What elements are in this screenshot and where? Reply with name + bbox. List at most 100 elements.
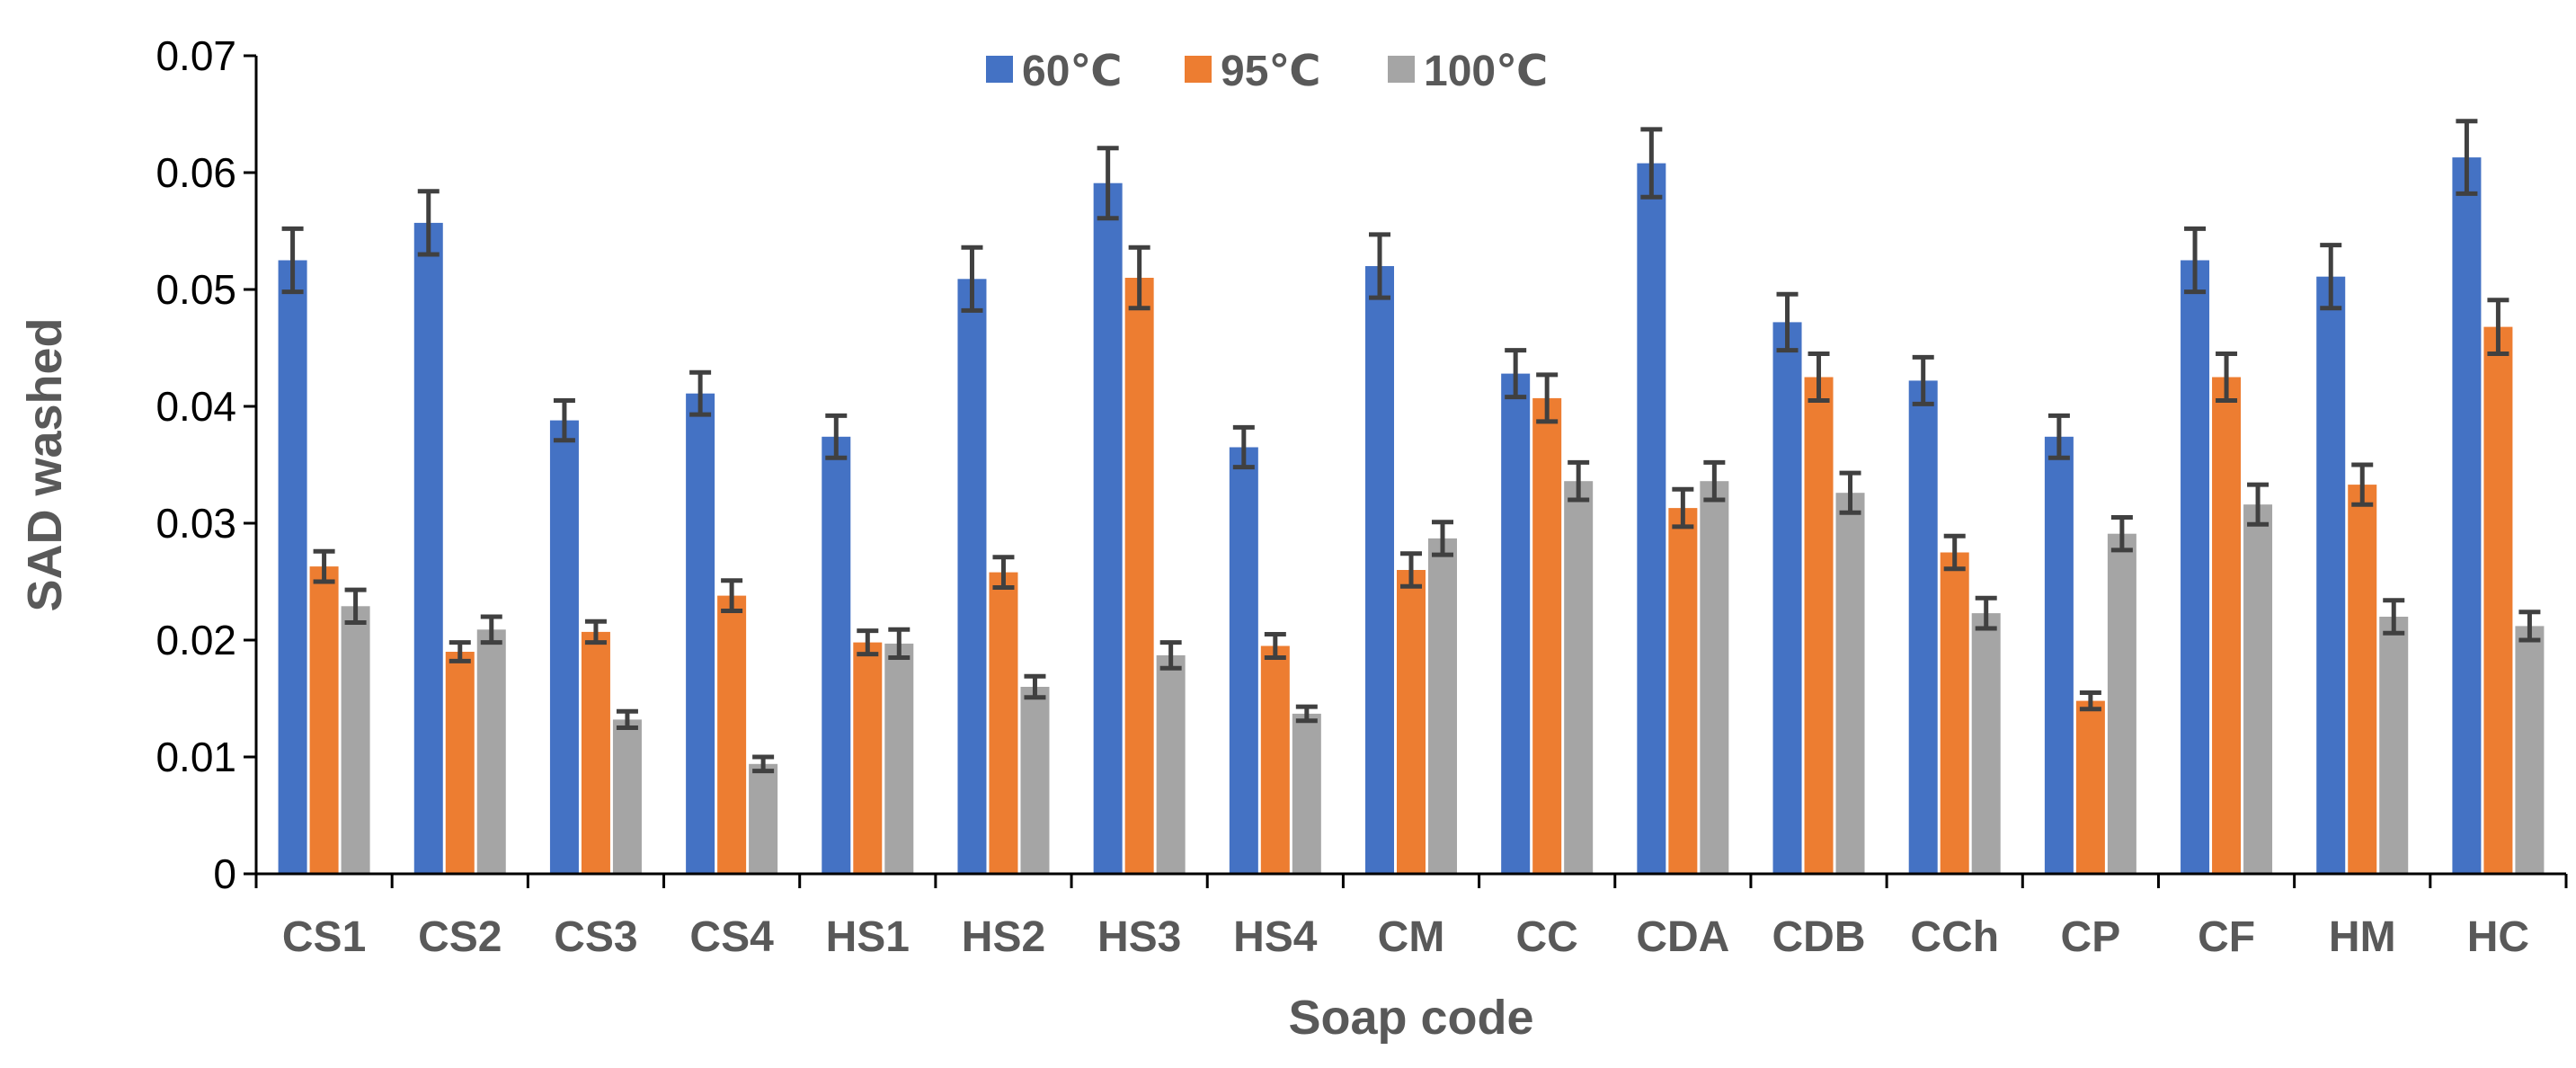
bar — [476, 629, 506, 874]
bar — [2316, 276, 2346, 874]
error-bar — [1839, 470, 1861, 515]
bar — [1835, 493, 1865, 874]
error-bar — [888, 627, 910, 660]
error-bar — [449, 640, 471, 663]
error-bar — [344, 587, 367, 625]
error-bar — [961, 245, 983, 313]
bar — [2243, 504, 2273, 874]
bar — [2212, 377, 2242, 874]
error-bar — [2320, 243, 2342, 311]
x-tick-label: CC — [1516, 913, 1578, 961]
bar — [309, 566, 339, 874]
error-bar — [584, 619, 607, 645]
legend-swatch — [986, 56, 1013, 83]
bar — [1501, 373, 1531, 875]
x-tick-label: CS2 — [418, 913, 502, 961]
bar — [1020, 687, 1050, 874]
bar — [1093, 182, 1123, 874]
error-bar — [1400, 551, 1422, 589]
error-bar — [1568, 459, 1590, 503]
bar — [549, 420, 579, 874]
error-bar — [1295, 704, 1318, 724]
bar — [612, 719, 642, 874]
bar — [749, 763, 778, 874]
error-bar — [1505, 348, 1527, 400]
bar — [341, 606, 370, 874]
error-bar — [313, 548, 335, 584]
error-bar — [2487, 298, 2509, 356]
error-bar — [1232, 424, 1255, 470]
error-bar — [1975, 595, 1997, 631]
x-axis-title: Soap code — [1288, 991, 1533, 1045]
bar — [1804, 377, 1834, 874]
bar — [2181, 260, 2210, 874]
bar — [413, 222, 443, 874]
x-tick-label: CS4 — [689, 913, 774, 961]
error-bar — [1672, 486, 1694, 530]
bar — [717, 595, 747, 874]
error-bar — [1128, 245, 1150, 311]
error-bar — [857, 628, 879, 657]
x-tick-label: CS1 — [282, 913, 366, 961]
bar — [1124, 278, 1154, 874]
legend-swatch — [1185, 56, 1212, 83]
error-bars — [281, 119, 2541, 774]
error-bar — [2518, 610, 2541, 643]
error-bar — [281, 226, 304, 295]
bar — [957, 279, 987, 874]
bar — [1156, 654, 1186, 874]
error-bar — [2247, 482, 2270, 527]
y-axis-ticks: 0 0.01 0.02 0.03 0.04 0.05 0.06 0.07 — [155, 32, 256, 897]
error-bar — [417, 189, 440, 257]
y-tick-label: 0.03 — [155, 500, 236, 547]
error-bar — [2383, 598, 2405, 636]
bar — [1772, 322, 1802, 874]
x-tick-label: CF — [2198, 913, 2255, 961]
bar — [1260, 645, 1290, 874]
bar — [822, 436, 851, 874]
x-tick-label: CS3 — [554, 913, 637, 961]
error-bar — [1808, 352, 1830, 403]
bar — [2515, 626, 2545, 874]
error-bar — [2456, 119, 2478, 196]
x-tick-label: HS1 — [826, 913, 910, 961]
bar — [1971, 613, 2001, 874]
bar — [581, 631, 610, 874]
bar — [2452, 157, 2482, 875]
y-tick-label: 0.05 — [155, 266, 236, 313]
x-tick-label: HS4 — [1233, 913, 1318, 961]
y-tick-label: 0.04 — [155, 383, 236, 430]
bar — [2107, 533, 2136, 874]
y-tick-label: 0.01 — [155, 734, 236, 780]
error-bar — [1159, 640, 1182, 671]
bar — [853, 642, 883, 874]
error-bar — [2184, 226, 2207, 295]
error-bar — [992, 555, 1015, 590]
bar — [2044, 436, 2074, 874]
y-tick-label: 0.06 — [155, 149, 236, 196]
error-bar — [2110, 515, 2133, 553]
legend-label: 95℃ — [1221, 48, 1321, 95]
bar — [1428, 538, 1457, 874]
error-bar — [616, 708, 638, 730]
error-bar — [1703, 459, 1726, 503]
x-tick-label: HS3 — [1097, 913, 1181, 961]
bar — [1397, 570, 1426, 874]
error-bar — [2079, 690, 2101, 712]
error-bar — [2216, 352, 2238, 403]
x-tick-label: HM — [2329, 913, 2396, 961]
legend-label: 60℃ — [1022, 48, 1123, 95]
error-bar — [1432, 520, 1453, 557]
bar — [2348, 485, 2377, 874]
error-bar — [721, 578, 743, 613]
error-bar — [1943, 533, 1966, 572]
axes — [254, 56, 2568, 888]
x-tick-label: CP — [2061, 913, 2121, 961]
bar — [1564, 481, 1594, 874]
y-tick-label: 0.02 — [155, 617, 236, 663]
error-bar — [1536, 372, 1559, 424]
bar — [2379, 617, 2409, 874]
bar — [2075, 700, 2105, 874]
legend: 60℃ 95℃ 100℃ — [986, 48, 1548, 95]
